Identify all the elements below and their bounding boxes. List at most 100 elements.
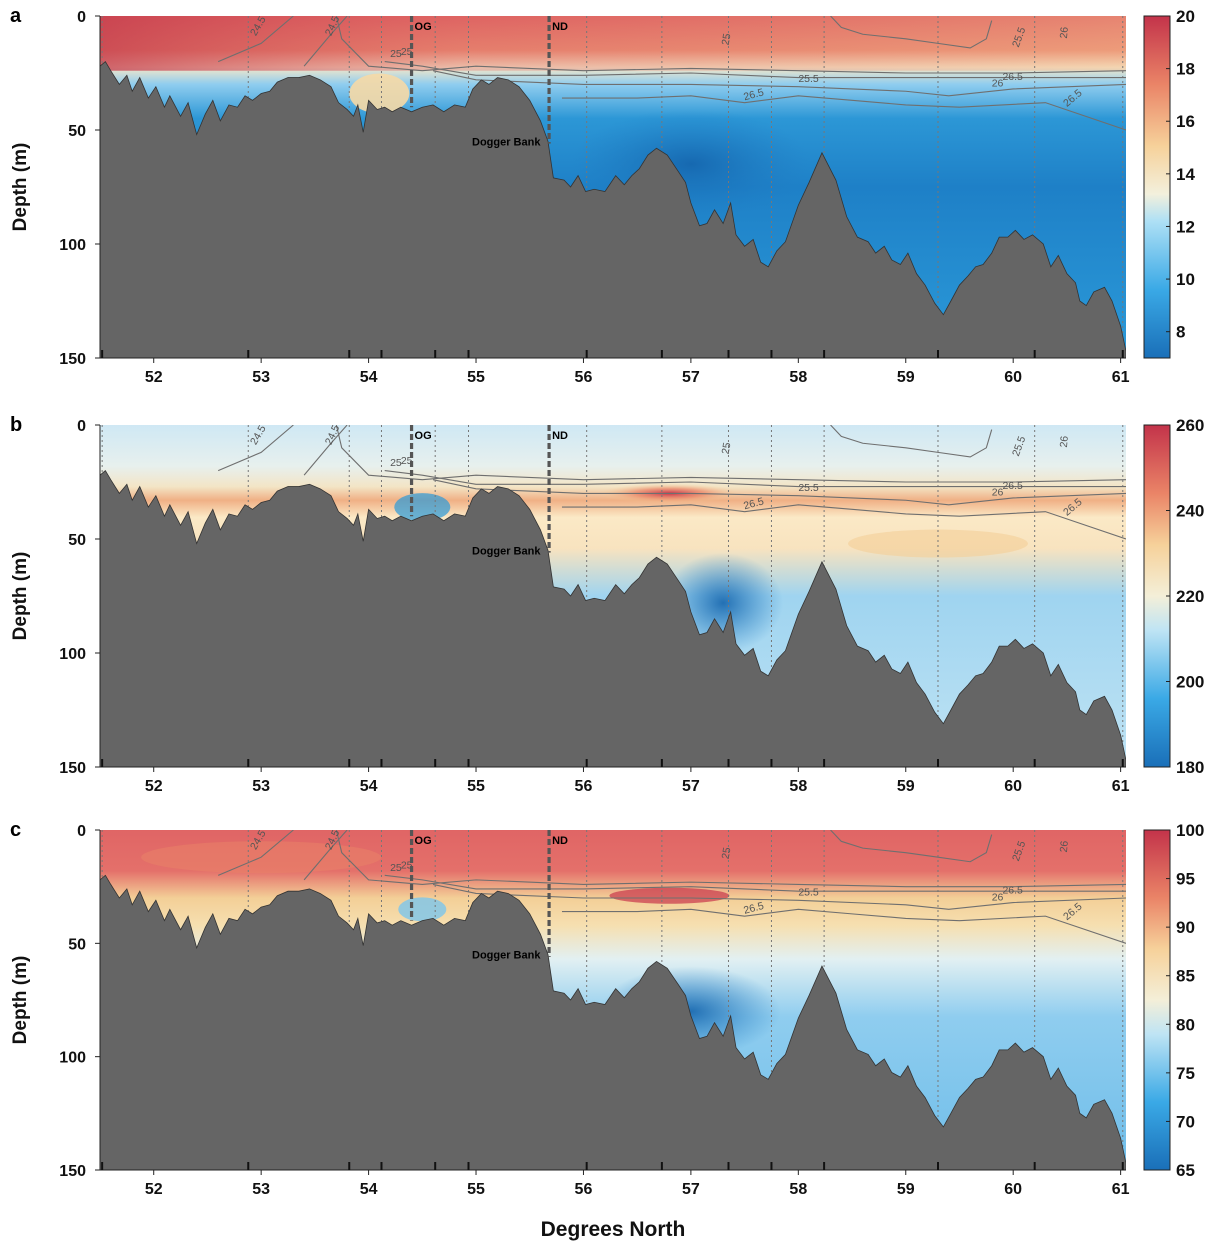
x-tick-label: 52 (145, 1181, 163, 1198)
contour-label: 26 (992, 891, 1004, 903)
contour-label: 26.5 (742, 86, 765, 103)
contour-label: 26.5 (1002, 884, 1023, 896)
warm-pocket (349, 73, 410, 114)
x-tick-label: 60 (1004, 778, 1022, 795)
isopycnal-2 (432, 883, 1126, 910)
x-tick-label: 58 (789, 369, 807, 386)
colorbar-tick-label: 200 (1176, 673, 1204, 692)
isopycnal-4 (830, 830, 993, 863)
x-tick-label: 59 (897, 778, 915, 795)
isopycnal-2 (432, 70, 1126, 97)
colorbar-tick-label: 260 (1176, 416, 1204, 435)
y-tick-label: 0 (77, 9, 86, 26)
secondary-max (847, 529, 1028, 558)
contour-label: 25 (390, 48, 402, 60)
y-tick-label: 100 (59, 1050, 86, 1067)
colorbar-tick-label: 100 (1176, 821, 1204, 840)
isopycnal-6 (303, 425, 348, 476)
contour-label: 25 (720, 32, 734, 46)
colorbar-tick-label: 12 (1176, 217, 1195, 236)
colorbar-tick-label: 95 (1176, 870, 1195, 889)
x-tick-label: 59 (897, 1181, 915, 1198)
isopycnal-0 (335, 830, 1126, 888)
isopycnal-2 (432, 479, 1126, 506)
colorbar-tick-label: 75 (1176, 1064, 1195, 1083)
y-tick-label: 0 (77, 418, 86, 435)
x-tick-label: 58 (789, 778, 807, 795)
colorbar-tick-label: 20 (1176, 7, 1195, 26)
colorbar-tick-label: 90 (1176, 918, 1195, 937)
panel-letter: b (10, 414, 22, 436)
y-tick-label: 150 (59, 760, 86, 777)
colorbar-tick-label: 240 (1176, 502, 1204, 521)
y-tick-label: 0 (77, 823, 86, 840)
x-tick-label: 60 (1004, 369, 1022, 386)
colorbar-tick-label: 70 (1176, 1112, 1195, 1131)
contour-label: 26 (992, 78, 1004, 90)
y-tick-label: 150 (59, 351, 86, 368)
contour-label: 25 (720, 846, 734, 860)
dogger-bank-label: Dogger Bank (472, 136, 541, 148)
contour-label: 26.5 (742, 495, 765, 512)
panel-letter: c (10, 819, 21, 841)
dogger-bank-label: Dogger Bank (472, 545, 541, 557)
y-axis-label: Depth (m) (10, 956, 31, 1045)
colorbar-tick-label: 65 (1176, 1161, 1195, 1180)
y-tick-label: 50 (68, 123, 86, 140)
x-tick-label: 54 (360, 1181, 378, 1198)
seabed-land (100, 60, 1126, 358)
colorbar-tick-label: 220 (1176, 587, 1204, 606)
section-marker-label: OG (415, 21, 432, 33)
isopycnal-3 (561, 95, 1126, 131)
y-tick-label: 50 (68, 532, 86, 549)
contour-label: 26.5 (742, 900, 765, 917)
seabed-land (100, 874, 1126, 1170)
x-tick-label: 54 (360, 778, 378, 795)
section-marker-label: ND (552, 21, 568, 33)
colorbar (1143, 15, 1171, 359)
dogger-bank-label: Dogger Bank (472, 950, 541, 962)
x-tick-label: 57 (682, 369, 700, 386)
x-tick-label: 54 (360, 369, 378, 386)
colorbar (1143, 829, 1171, 1171)
contour-label: 26 (1058, 840, 1071, 853)
y-tick-label: 150 (59, 1163, 86, 1180)
colorbar-tick-label: 14 (1176, 165, 1195, 184)
isopycnal-5 (217, 830, 294, 876)
y-axis-label: Depth (m) (10, 552, 31, 641)
x-tick-label: 56 (575, 1181, 593, 1198)
colorbar-tick-label: 85 (1176, 967, 1195, 986)
contour-label: 25 (401, 46, 413, 58)
isopycnal-0 (335, 425, 1126, 483)
y-axis-label: Depth (m) (10, 143, 31, 232)
contour-label: 26.5 (1002, 480, 1023, 492)
section-marker-label: ND (552, 430, 568, 442)
colorbar-tick-label: 8 (1176, 323, 1185, 342)
y-tick-label: 100 (59, 237, 86, 254)
colorbar-tick-label: 180 (1176, 758, 1204, 777)
x-tick-label: 58 (789, 1181, 807, 1198)
x-tick-label: 53 (252, 1181, 270, 1198)
contour-label: 25 (720, 441, 734, 455)
x-tick-label: 53 (252, 369, 270, 386)
contour-label: 26 (1058, 26, 1071, 39)
x-tick-label: 61 (1112, 1181, 1130, 1198)
x-tick-label: 57 (682, 778, 700, 795)
x-tick-label: 55 (467, 778, 485, 795)
contour-label: 26.5 (1002, 71, 1023, 83)
x-tick-label: 53 (252, 778, 270, 795)
contour-label: 25 (401, 455, 413, 467)
contour-label: 25.5 (798, 73, 819, 85)
max-core (609, 887, 730, 904)
x-tick-label: 56 (575, 778, 593, 795)
y-tick-label: 50 (68, 936, 86, 953)
low-pocket (398, 897, 447, 922)
section-marker-label: ND (552, 835, 568, 847)
seabed-land (100, 469, 1126, 767)
